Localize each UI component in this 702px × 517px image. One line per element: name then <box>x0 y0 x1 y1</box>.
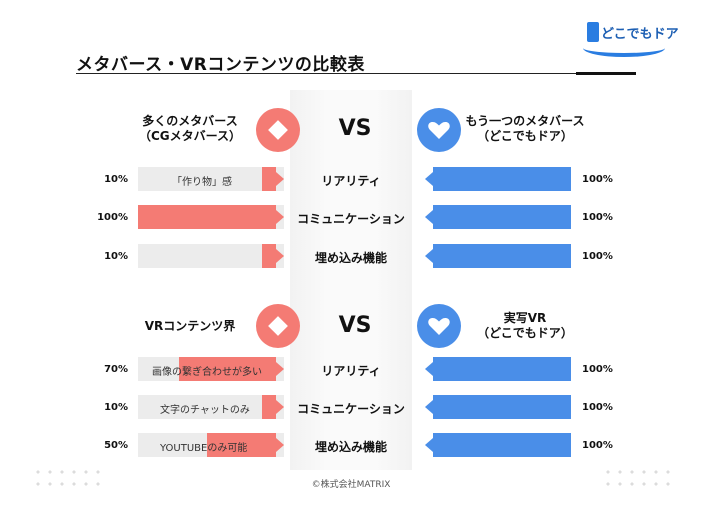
left-percent: 10% <box>104 174 128 185</box>
left-heading-line2: （CGメタバース） <box>138 129 242 143</box>
left-bar-fill <box>179 357 276 381</box>
right-bar-arrow <box>425 172 433 186</box>
left-bar-track <box>138 244 284 268</box>
right-bar-arrow <box>425 400 433 414</box>
vs-label: VS <box>338 313 372 338</box>
right-bar-fill <box>433 167 571 191</box>
decorative-dots-right <box>602 466 674 490</box>
left-bar-arrow <box>276 400 284 414</box>
right-percent: 100% <box>582 174 613 185</box>
row-label-embed: 埋め込み機能 <box>314 440 387 454</box>
vs-label: VS <box>338 116 372 141</box>
right-bar-arrow <box>425 249 433 263</box>
right-heart-badge <box>417 108 461 152</box>
left-bar-fill <box>262 167 276 191</box>
right-bar-fill <box>433 357 571 381</box>
logo-swoosh <box>583 39 665 57</box>
left-percent: 10% <box>104 402 128 413</box>
left-heading-line1: 多くのメタバース <box>142 114 238 128</box>
title-divider <box>76 73 636 74</box>
left-bar-fill <box>138 205 276 229</box>
left-bar-track <box>138 167 284 191</box>
left-percent: 100% <box>97 212 128 223</box>
right-heading: もう一つのメタバース （どこでもドア） <box>455 114 595 144</box>
center-column <box>290 90 412 470</box>
left-bar-arrow <box>276 249 284 263</box>
right-heading-line1: 実写VR <box>503 311 547 325</box>
right-bar-fill <box>433 433 571 457</box>
left-bar-arrow <box>276 210 284 224</box>
left-heading-line1: VRコンテンツ界 <box>144 319 236 333</box>
right-bar-arrow <box>425 210 433 224</box>
left-heading: VRコンテンツ界 <box>120 319 260 334</box>
right-heart-badge <box>417 304 461 348</box>
left-bar-label: 文字のチャットのみ <box>160 405 250 416</box>
left-bar-label: 「作り物」感 <box>172 177 232 188</box>
left-heading: 多くのメタバース （CGメタバース） <box>120 114 260 144</box>
door-icon <box>587 22 599 42</box>
right-bar-fill <box>433 395 571 419</box>
row-label-embed: 埋め込み機能 <box>314 251 387 265</box>
left-diamond-badge <box>256 304 300 348</box>
row-label-communication: コミュニケーション <box>297 402 405 416</box>
heart-icon <box>428 121 450 139</box>
left-bar-label: YOUTUBEのみ可能 <box>160 443 248 454</box>
page-title: メタバース・VRコンテンツの比較表 <box>76 55 365 75</box>
right-percent: 100% <box>582 251 613 262</box>
row-label-reality: リアリティ <box>321 174 381 188</box>
row-label-communication: コミュニケーション <box>297 212 405 226</box>
left-percent: 70% <box>104 364 128 375</box>
copyright: ©株式会社MATRIX <box>311 480 391 490</box>
decorative-dots-left <box>32 466 104 490</box>
left-bar-fill <box>262 395 276 419</box>
right-bar-arrow <box>425 438 433 452</box>
right-percent: 100% <box>582 364 613 375</box>
right-percent: 100% <box>582 212 613 223</box>
title-divider-accent <box>576 72 636 75</box>
right-heading-line2: （どこでもドア） <box>477 129 573 143</box>
left-bar-arrow <box>276 172 284 186</box>
left-bar-fill <box>262 244 276 268</box>
left-bar-track <box>138 395 284 419</box>
row-label-reality: リアリティ <box>321 364 381 378</box>
left-bar-arrow <box>276 362 284 376</box>
left-bar-fill <box>207 433 276 457</box>
right-percent: 100% <box>582 402 613 413</box>
right-bar-fill <box>433 205 571 229</box>
logo: どこでもドア <box>583 20 679 58</box>
right-bar-fill <box>433 244 571 268</box>
diamond-icon <box>268 316 288 336</box>
right-percent: 100% <box>582 440 613 451</box>
left-percent: 10% <box>104 251 128 262</box>
left-bar-arrow <box>276 438 284 452</box>
right-heading: 実写VR （どこでもドア） <box>455 311 595 341</box>
right-heading-line2: （どこでもドア） <box>477 326 573 340</box>
right-heading-line1: もう一つのメタバース <box>465 114 585 128</box>
left-percent: 50% <box>104 440 128 451</box>
right-bar-arrow <box>425 362 433 376</box>
left-diamond-badge <box>256 108 300 152</box>
diamond-icon <box>268 120 288 140</box>
heart-icon <box>428 317 450 335</box>
left-bar-label: 画像の繋ぎ合わせが多い <box>152 367 262 378</box>
